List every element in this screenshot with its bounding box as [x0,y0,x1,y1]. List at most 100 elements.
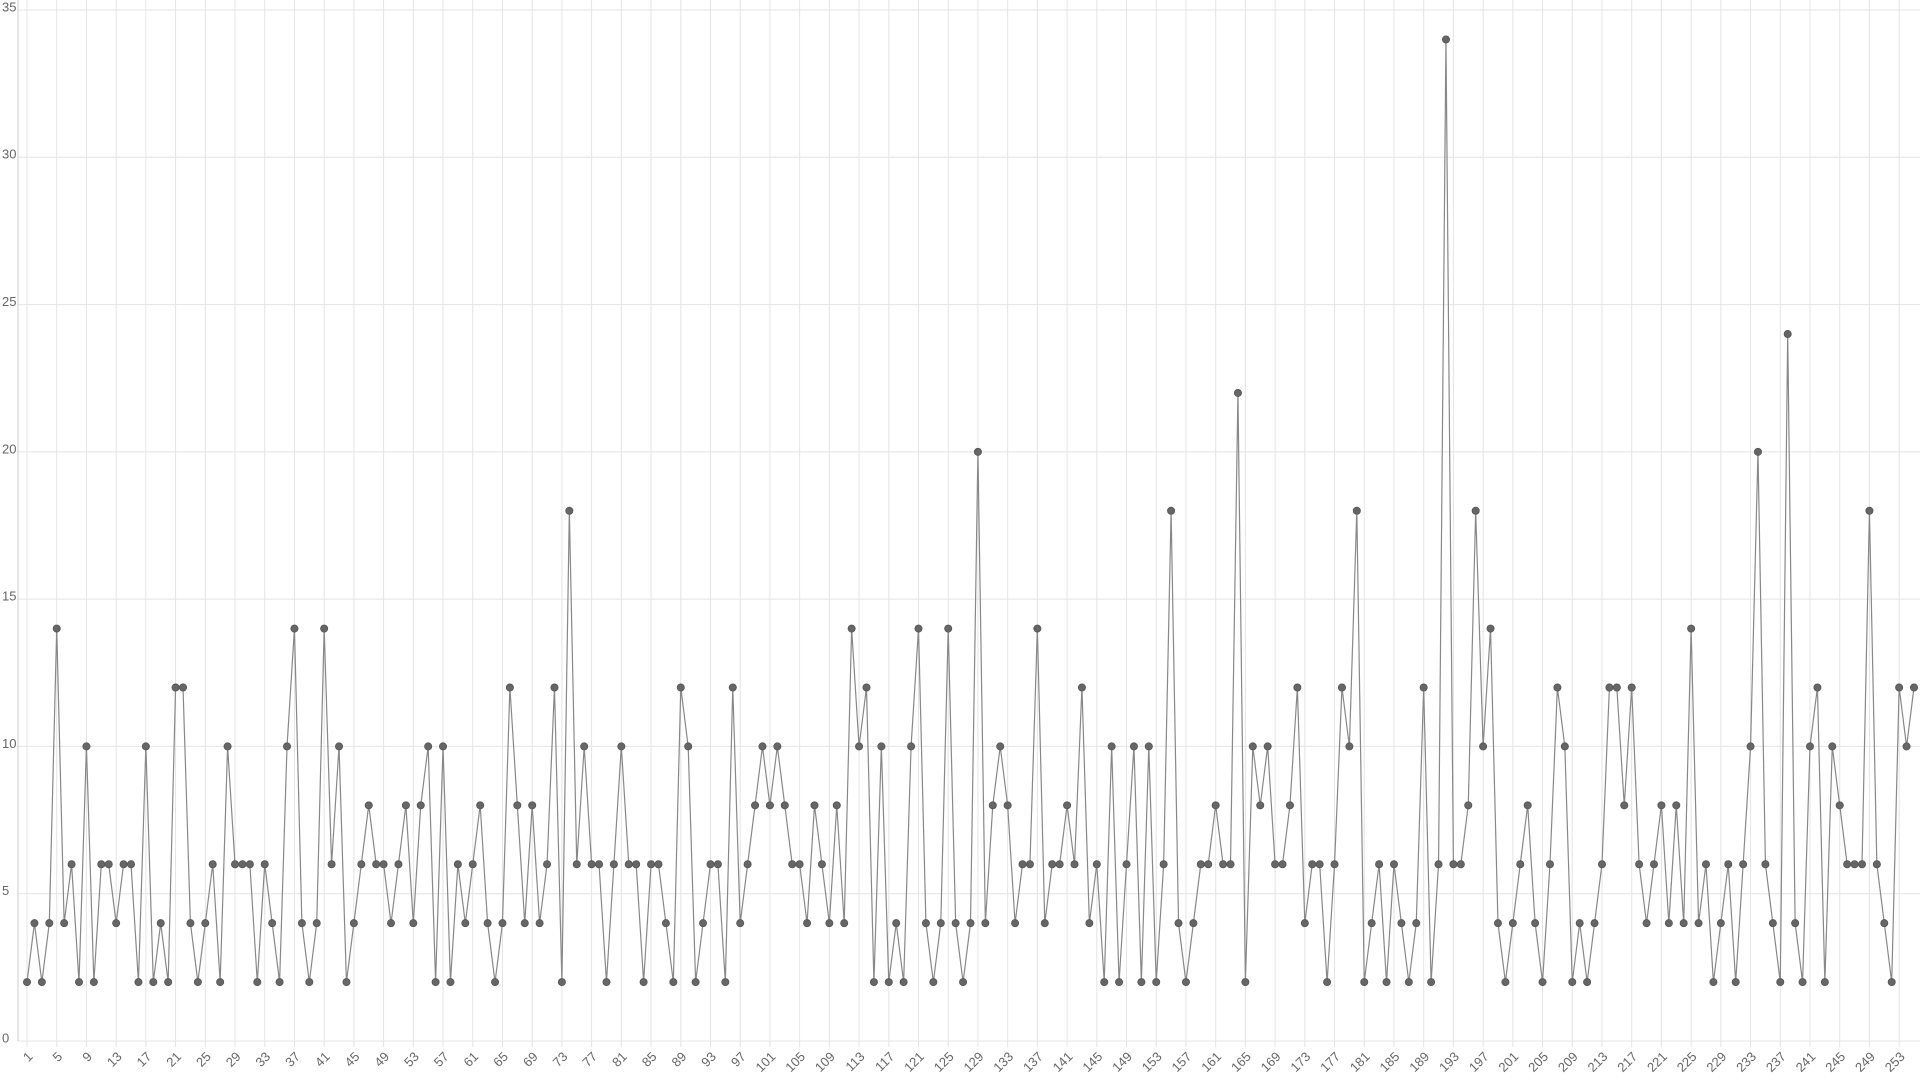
data-point [498,919,507,928]
data-point [97,860,106,869]
data-point [1404,978,1413,987]
y-tick-label: 0 [2,1030,9,1045]
x-tick-label: 61 [460,1049,481,1070]
data-point [335,742,344,751]
data-point [1545,860,1554,869]
data-point [1323,978,1332,987]
data-point [877,742,886,751]
x-tick-label: 41 [312,1049,333,1070]
data-point [89,978,98,987]
data-point [1100,978,1109,987]
x-tick-label: 113 [842,1049,867,1074]
x-tick-label: 233 [1733,1049,1759,1075]
data-point [186,919,195,928]
data-point [907,742,916,751]
data-point [1687,624,1696,633]
data-point [1345,742,1354,751]
data-point [201,919,210,928]
x-tick-label: 241 [1793,1049,1819,1075]
data-point [1902,742,1911,751]
data-point [1189,919,1198,928]
data-point [401,801,410,810]
data-point [82,742,91,751]
y-tick-label: 30 [2,147,16,162]
data-point [275,978,284,987]
data-point [453,860,462,869]
y-tick-label: 5 [2,883,9,898]
x-tick-label: 177 [1317,1049,1343,1075]
x-tick-label: 81 [609,1049,630,1070]
data-point [862,683,871,692]
data-point [1642,919,1651,928]
x-tick-label: 21 [163,1049,184,1070]
data-point [1196,860,1205,869]
data-point [1174,919,1183,928]
data-point [944,624,953,633]
data-point [1330,860,1339,869]
data-point [290,624,299,633]
x-tick-label: 25 [193,1049,214,1070]
data-point [1709,978,1718,987]
data-point [223,742,232,751]
data-point [1018,860,1027,869]
data-point [1612,683,1621,692]
data-point [1828,742,1837,751]
data-point [840,919,849,928]
x-tick-label: 181 [1347,1049,1373,1075]
data-point [1122,860,1131,869]
x-tick-label: 153 [1139,1049,1165,1075]
data-point [1753,447,1762,456]
data-point [245,860,254,869]
data-point [1315,860,1324,869]
data-point [1672,801,1681,810]
data-point [1427,978,1436,987]
data-point [1397,919,1406,928]
data-point [1731,978,1740,987]
data-point [283,742,292,751]
data-point [1776,978,1785,987]
data-point [1605,683,1614,692]
data-point [1092,860,1101,869]
data-point [654,860,663,869]
data-point [1129,742,1138,751]
data-point [543,860,552,869]
data-point [1434,860,1443,869]
data-point [156,919,165,928]
x-tick-label: 129 [961,1049,987,1075]
x-tick-label: 173 [1287,1049,1313,1075]
data-point [580,742,589,751]
data-point [1389,860,1398,869]
data-point [75,978,84,987]
data-point [1575,919,1584,928]
data-point [312,919,321,928]
data-point [1553,683,1562,692]
data-point [1152,978,1161,987]
data-point [699,919,708,928]
x-tick-label: 141 [1050,1049,1076,1075]
y-tick-label: 10 [2,736,16,751]
data-point [1293,683,1302,692]
x-tick-label: 125 [931,1049,957,1075]
x-tick-label: 157 [1169,1049,1195,1075]
data-point [825,919,834,928]
data-point [1248,742,1257,751]
data-point [1531,919,1540,928]
data-point [446,978,455,987]
data-point [1070,860,1079,869]
data-point [595,860,604,869]
data-point [1025,860,1034,869]
data-point [1857,860,1866,869]
data-point [1679,919,1688,928]
data-point [231,860,240,869]
data-point [832,801,841,810]
data-point [1412,919,1421,928]
data-point [297,919,306,928]
y-tick-label: 15 [2,589,16,604]
data-point [617,742,626,751]
data-point [1241,978,1250,987]
data-point [743,860,752,869]
data-point [1441,35,1450,44]
x-tick-label: 169 [1258,1049,1284,1075]
data-point [424,742,433,751]
data-point [112,919,121,928]
